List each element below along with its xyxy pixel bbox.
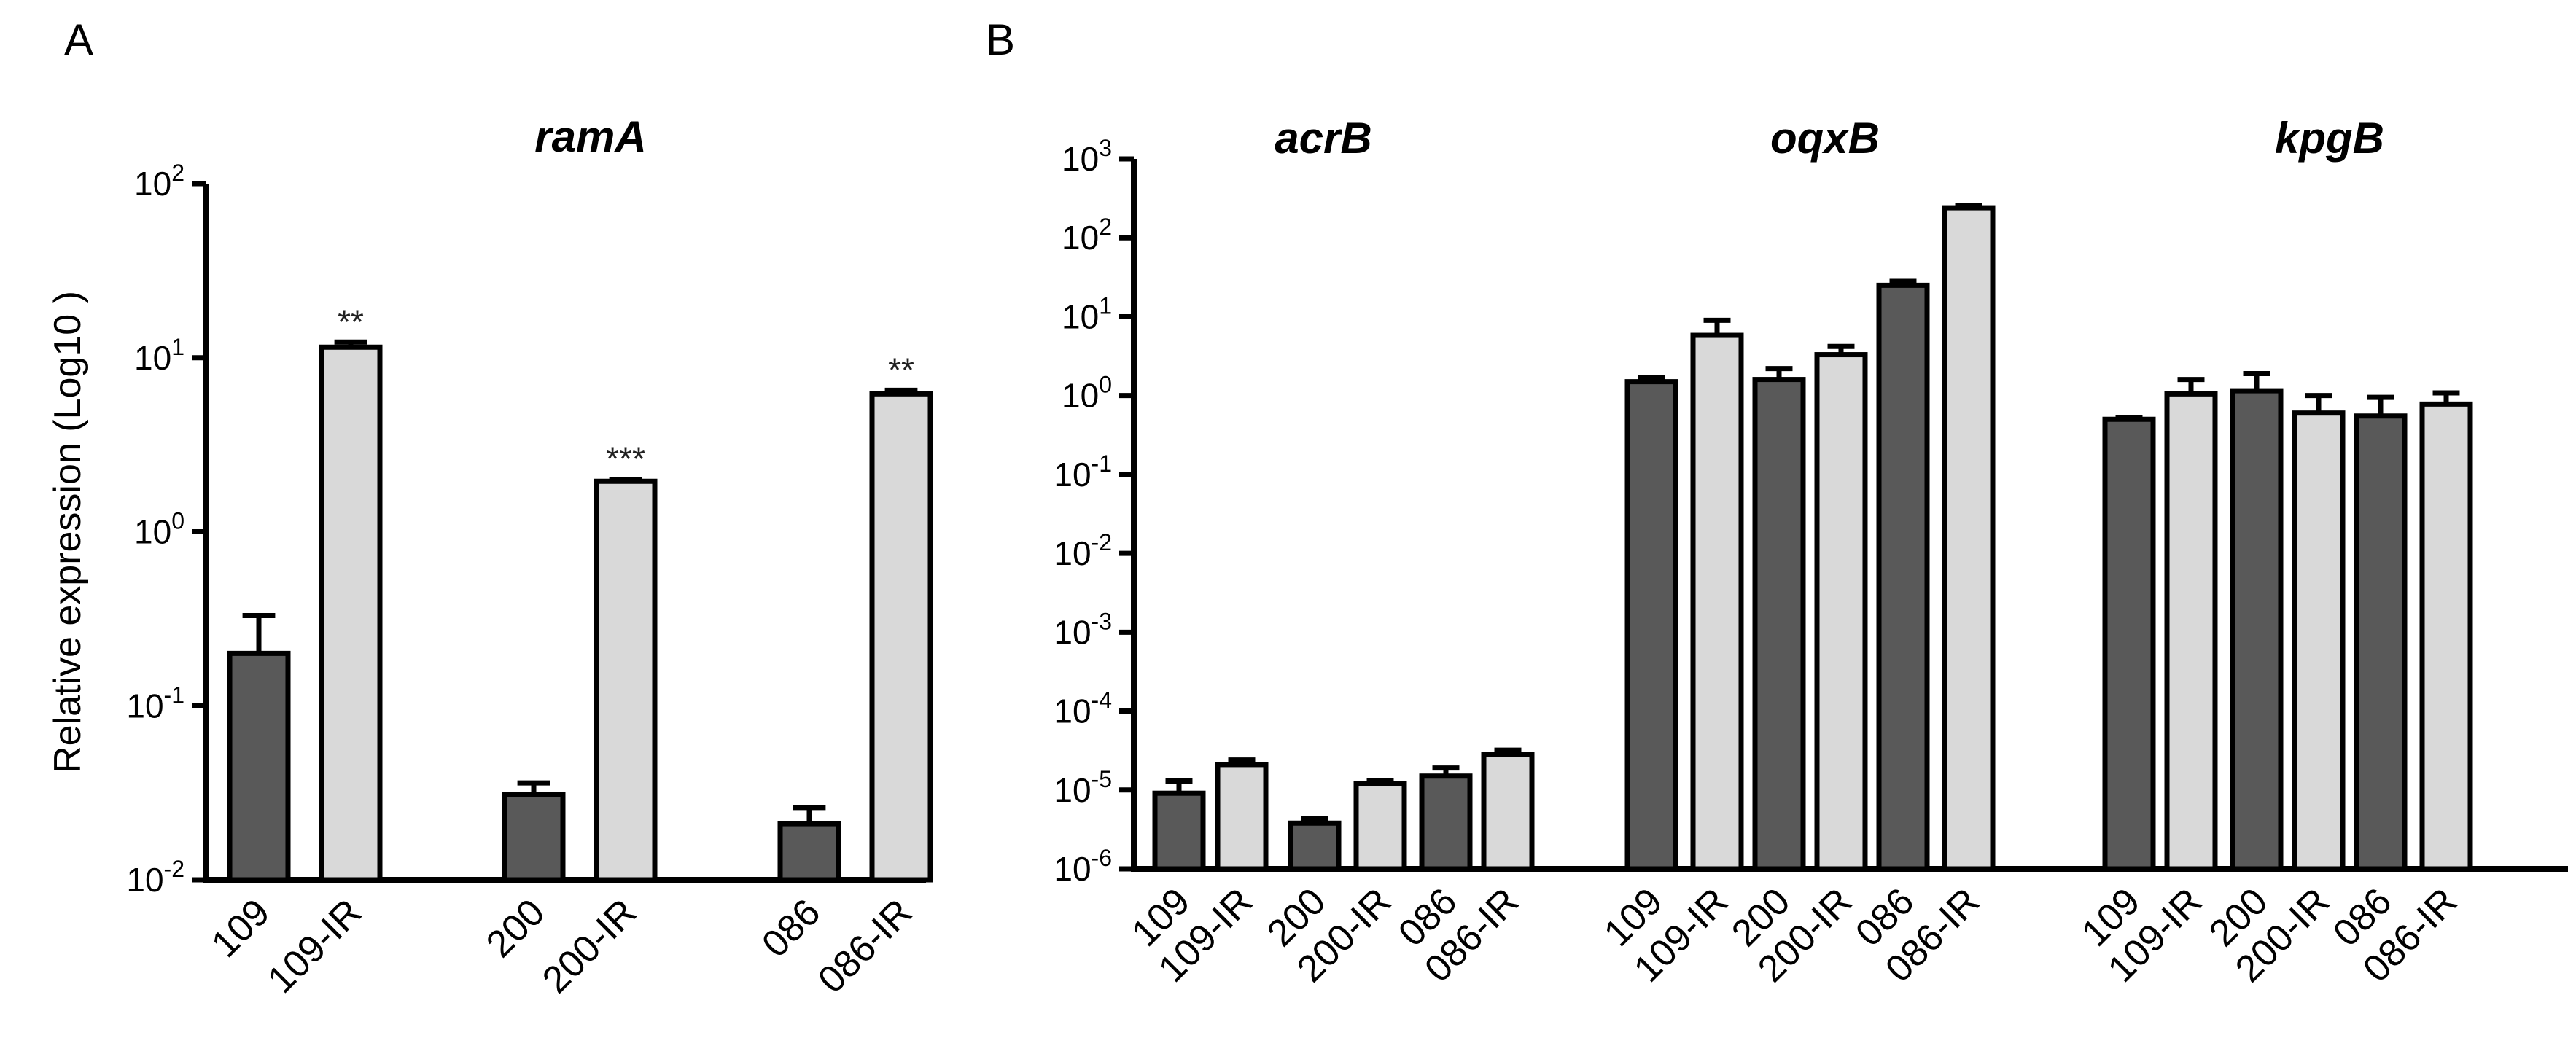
- panel-a-category-label: 109: [203, 891, 278, 965]
- panel-a-y-axis-label: Relative expression (Log10 ): [47, 291, 89, 773]
- panel-b-title: kpgB: [2275, 114, 2384, 163]
- panel-a-significance-label: **: [338, 302, 364, 340]
- panel-b-y-tick-label: 10-5: [1054, 766, 1112, 809]
- panel-a-bar: [594, 478, 658, 883]
- panel-a-y-tick-label: 102: [134, 160, 184, 203]
- panel-b-bar: [2419, 401, 2473, 872]
- panel-b-bar: [2292, 410, 2346, 872]
- panel-b-bar: [1152, 790, 1206, 872]
- panel-b-bar: [2102, 416, 2156, 872]
- panel-a-y-tick-label: 101: [134, 334, 184, 377]
- panel-b-y-tick-label: 10-2: [1054, 529, 1112, 572]
- panel-label-a: A: [64, 15, 93, 64]
- panel-a-y-tick-label: 100: [134, 508, 184, 551]
- panel-b-bar: [1353, 781, 1407, 872]
- panel-b-y-tick-label: 10-4: [1054, 687, 1112, 730]
- panel-b-bar: [1942, 205, 1996, 872]
- panel-a-bar: [502, 792, 566, 883]
- panel-b-bar: [1288, 820, 1342, 872]
- panel-b-y-tick-label: 10-6: [1054, 845, 1112, 888]
- panel-b-y-tick-label: 100: [1062, 372, 1112, 415]
- panel-a-bar: [777, 821, 841, 883]
- panel-b-bar: [2354, 413, 2408, 872]
- panel-b-y-tick-label: 103: [1062, 135, 1112, 178]
- panel-a-bar: [227, 650, 291, 883]
- panel-b-bar: [1419, 773, 1473, 872]
- panel-b-bar: [1752, 377, 1806, 872]
- panel-b-bar: [1624, 379, 1678, 872]
- panel-a-significance-label: **: [888, 351, 914, 389]
- panel-a-category-label: 086-IR: [810, 891, 920, 1001]
- panel-a-bar: [319, 344, 383, 883]
- panel-b-y-tick-label: 10-3: [1054, 608, 1112, 651]
- panel-b-bar: [2164, 391, 2218, 872]
- panel-a-significance-label: ***: [606, 440, 645, 478]
- panel-a-category-label: 109-IR: [260, 891, 370, 1001]
- panel-b-title: oqxB: [1770, 114, 1880, 163]
- panel-a-y-tick-label: 10-2: [126, 856, 184, 899]
- panel-b-bar: [1876, 282, 1930, 872]
- panel-label-b: B: [986, 15, 1015, 64]
- panel-a-category-label: 086: [754, 891, 828, 965]
- panel-a-bar: [869, 391, 933, 883]
- panel-b-y-tick-label: 102: [1062, 214, 1112, 257]
- panel-b-bar: [1814, 352, 1868, 872]
- panel-b-bar: [1481, 752, 1535, 872]
- panel-b-y-tick-label: 101: [1062, 292, 1112, 335]
- panel-b-bar: [1215, 762, 1269, 872]
- panel-b-y-tick-label: 10-1: [1054, 450, 1112, 493]
- panel-b-title: acrB: [1275, 114, 1371, 163]
- panel-b-bar: [2230, 388, 2284, 872]
- panel-a-category-label: 200-IR: [534, 891, 645, 1001]
- panel-a-y-tick-label: 10-1: [126, 682, 184, 725]
- chart-layer: 10-2 10-1 100 101 102 ramA Relative expression…: [47, 112, 2568, 1002]
- panel-b-bar: [1690, 332, 1744, 872]
- panel-a-title: ramA: [534, 112, 646, 161]
- panel-a-category-label: 200: [478, 891, 553, 965]
